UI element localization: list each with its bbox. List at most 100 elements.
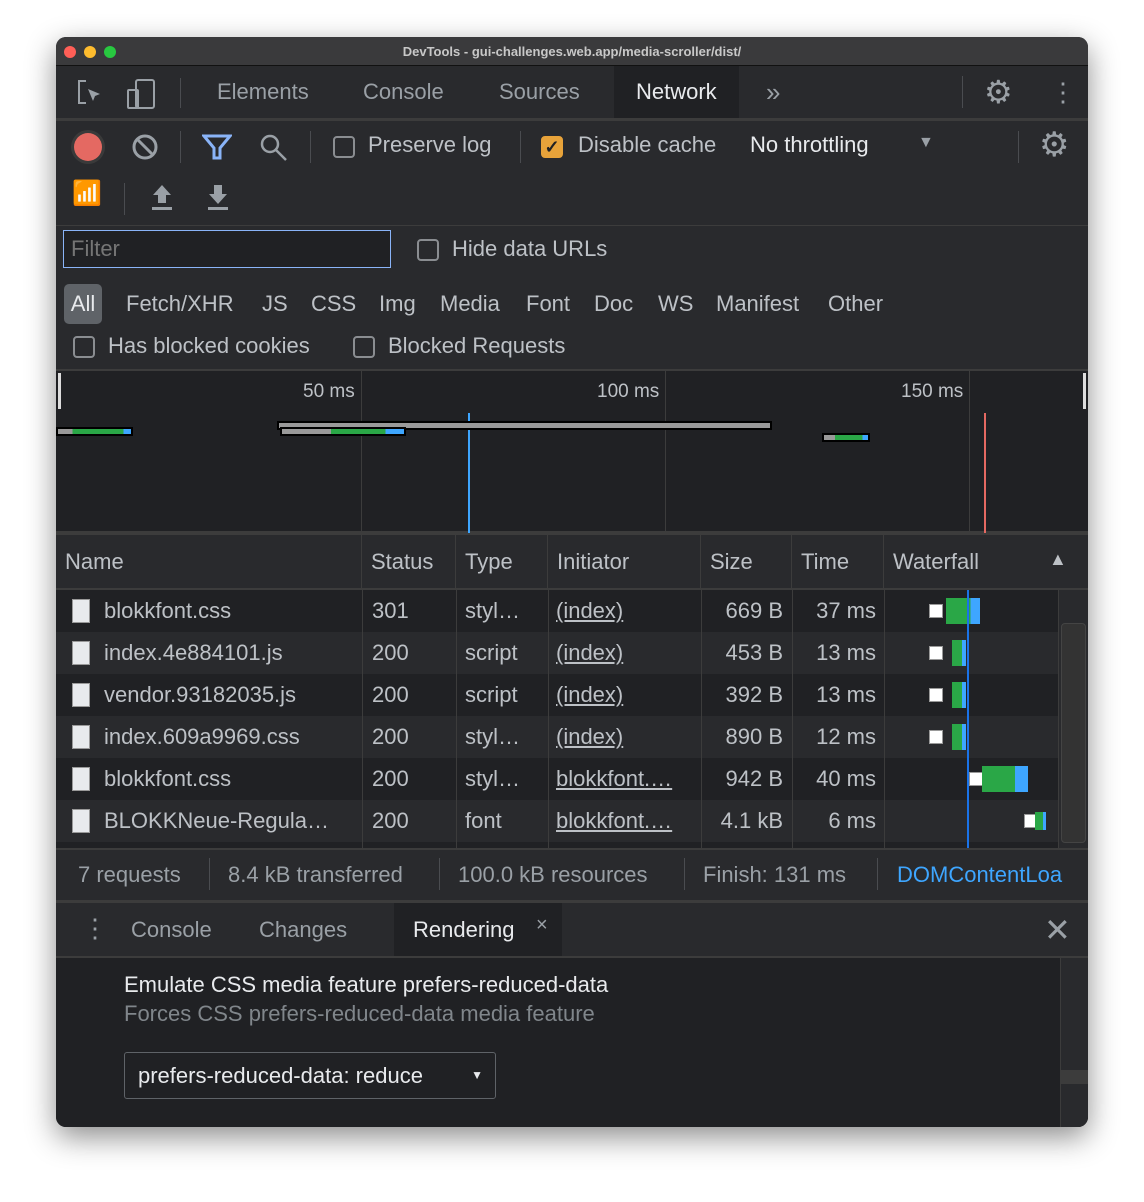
resources-size: 100.0 kB resources bbox=[458, 862, 648, 887]
table-row[interactable]: BLOKKNeue-Regula… 200 font blokkfont.… 4.1 k… bbox=[56, 800, 1058, 842]
drawer-tab-console[interactable]: Console bbox=[131, 917, 212, 942]
filter-input[interactable] bbox=[63, 230, 391, 268]
network-settings-gear-icon[interactable]: ⚙ bbox=[1039, 126, 1070, 164]
network-toolbar: Preserve log ✓ Disable cache No throttli… bbox=[56, 121, 1088, 226]
type-filter-fetch-xhr[interactable]: Fetch/XHR bbox=[126, 291, 234, 316]
sort-ascending-icon: ▲ bbox=[1049, 549, 1067, 569]
type-filter-media[interactable]: Media bbox=[440, 291, 500, 316]
export-har-icon[interactable] bbox=[206, 183, 230, 211]
request-type: styl… bbox=[465, 598, 520, 623]
hide-data-urls-checkbox[interactable] bbox=[417, 239, 439, 261]
column-status[interactable]: Status bbox=[362, 535, 456, 588]
device-toolbar-icon[interactable] bbox=[126, 78, 158, 110]
table-row[interactable]: vendor.93182035.js 200 script (index) 392 B 1… bbox=[56, 674, 1058, 716]
drawer-tab-rendering[interactable]: Rendering × bbox=[394, 903, 562, 956]
waterfall-dcl-marker bbox=[967, 590, 969, 848]
preserve-log-checkbox[interactable] bbox=[333, 136, 355, 158]
table-row[interactable]: blokkfont.css 200 styl… blokkfont.… 942 B 40 … bbox=[56, 758, 1058, 800]
minimize-window-button[interactable] bbox=[84, 46, 96, 58]
overview-bar bbox=[822, 433, 870, 442]
request-type: script bbox=[465, 682, 518, 707]
overview-right-handle[interactable] bbox=[1083, 373, 1086, 409]
request-initiator[interactable]: blokkfont.… bbox=[556, 808, 673, 833]
throttling-select[interactable]: No throttling bbox=[750, 132, 869, 157]
file-icon bbox=[72, 683, 90, 707]
request-status: 200 bbox=[372, 724, 409, 749]
request-initiator[interactable]: blokkfont.… bbox=[556, 766, 673, 791]
more-options-icon[interactable]: ⋮ bbox=[1050, 77, 1076, 107]
file-icon bbox=[72, 641, 90, 665]
record-button[interactable] bbox=[74, 133, 102, 161]
disable-cache-checkbox[interactable]: ✓ bbox=[541, 136, 563, 158]
tab-network[interactable]: Network bbox=[614, 66, 739, 118]
request-time: 37 ms bbox=[816, 598, 876, 623]
blocked-requests-checkbox[interactable] bbox=[353, 336, 375, 358]
request-initiator[interactable]: (index) bbox=[556, 724, 624, 749]
table-row[interactable]: blokkfont.css 301 styl… (index) 669 B 37 ms bbox=[56, 590, 1058, 632]
waterfall-queue bbox=[1024, 814, 1038, 828]
table-row[interactable]: index.4e884101.js 200 script (index) 453 B 13… bbox=[56, 632, 1058, 674]
type-filter-doc[interactable]: Doc bbox=[594, 291, 634, 316]
column-size[interactable]: Size bbox=[701, 535, 792, 588]
maximize-window-button[interactable] bbox=[104, 46, 116, 58]
column-name[interactable]: Name bbox=[56, 535, 362, 588]
import-har-icon[interactable] bbox=[150, 183, 174, 211]
rendering-scrollbar[interactable] bbox=[1060, 958, 1088, 1127]
prefers-reduced-data-select[interactable]: prefers-reduced-data: reduce ▼ bbox=[124, 1052, 496, 1099]
column-time[interactable]: Time bbox=[792, 535, 884, 588]
request-name: index.609a9969.css bbox=[104, 724, 300, 749]
tab-console[interactable]: Console bbox=[363, 79, 444, 104]
close-window-button[interactable] bbox=[64, 46, 76, 58]
drawer-tab-changes[interactable]: Changes bbox=[259, 917, 348, 942]
request-initiator[interactable]: (index) bbox=[556, 598, 624, 623]
scrollbar-thumb[interactable] bbox=[1061, 1070, 1088, 1084]
has-blocked-cookies-checkbox[interactable] bbox=[73, 336, 95, 358]
type-filter-ws[interactable]: WS bbox=[658, 291, 694, 316]
filter-icon[interactable] bbox=[202, 133, 232, 161]
column-waterfall[interactable]: Waterfall bbox=[893, 549, 979, 574]
search-icon[interactable] bbox=[259, 133, 289, 163]
request-size: 942 B bbox=[725, 766, 784, 791]
type-filter-all[interactable]: All bbox=[64, 284, 102, 324]
network-overview[interactable]: 50 ms 100 ms 150 ms bbox=[56, 371, 1088, 535]
overview-left-handle[interactable] bbox=[58, 373, 61, 409]
requests-count: 7 requests bbox=[78, 862, 181, 887]
column-initiator[interactable]: Initiator bbox=[548, 535, 701, 588]
finish-time: Finish: 131 ms bbox=[703, 862, 847, 887]
request-initiator[interactable]: (index) bbox=[556, 682, 624, 707]
waterfall-bar bbox=[952, 682, 966, 708]
chevron-down-icon[interactable]: ▼ bbox=[918, 134, 934, 151]
table-row[interactable]: index.609a9969.css 200 styl… (index) 890 B 12… bbox=[56, 716, 1058, 758]
clear-icon[interactable] bbox=[131, 133, 159, 161]
request-type: styl… bbox=[465, 766, 520, 791]
type-filter-css[interactable]: CSS bbox=[311, 291, 357, 316]
type-filter-other[interactable]: Other bbox=[828, 291, 884, 316]
request-initiator[interactable]: (index) bbox=[556, 640, 624, 665]
request-status: 200 bbox=[372, 640, 409, 665]
type-filter-manifest[interactable]: Manifest bbox=[716, 291, 800, 316]
has-blocked-cookies-label: Has blocked cookies bbox=[108, 333, 310, 358]
more-tabs-icon[interactable]: » bbox=[766, 77, 781, 107]
tab-sources[interactable]: Sources bbox=[499, 79, 580, 104]
drawer-tabs: ⋮ Console Changes Rendering × ✕ bbox=[56, 903, 1088, 958]
close-tab-icon[interactable]: × bbox=[536, 914, 548, 936]
request-size: 4.1 kB bbox=[720, 808, 783, 833]
request-size: 453 B bbox=[725, 640, 784, 665]
type-filter-js[interactable]: JS bbox=[262, 291, 288, 316]
drawer-menu-icon[interactable]: ⋮ bbox=[82, 913, 108, 943]
type-filter-img[interactable]: Img bbox=[379, 291, 416, 316]
table-scrollbar[interactable] bbox=[1058, 590, 1088, 848]
request-status: 301 bbox=[372, 598, 409, 623]
settings-gear-icon[interactable]: ⚙ bbox=[984, 74, 1013, 110]
close-drawer-icon[interactable]: ✕ bbox=[1044, 912, 1071, 948]
scrollbar-thumb[interactable] bbox=[1061, 623, 1086, 843]
filter-bar: Hide data URLs All Fetch/XHR JS CSS Img … bbox=[56, 226, 1088, 371]
request-status: 200 bbox=[372, 766, 409, 791]
inspect-element-icon[interactable] bbox=[76, 79, 104, 107]
network-conditions-icon[interactable]: 📶 bbox=[72, 180, 102, 207]
column-type[interactable]: Type bbox=[456, 535, 548, 588]
tab-elements[interactable]: Elements bbox=[217, 79, 309, 104]
request-type: font bbox=[465, 808, 502, 833]
type-filter-font[interactable]: Font bbox=[526, 291, 571, 316]
load-marker bbox=[984, 413, 986, 533]
